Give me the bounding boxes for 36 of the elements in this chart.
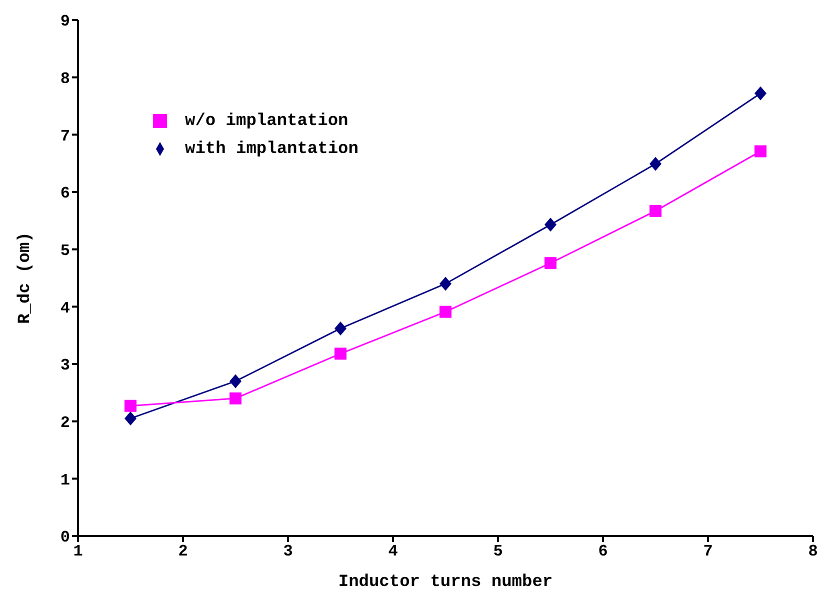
y-tick-label: 7 bbox=[60, 127, 70, 146]
point bbox=[754, 86, 766, 100]
x-tick-label: 2 bbox=[178, 542, 188, 560]
point bbox=[440, 306, 452, 318]
x-tick-label: 4 bbox=[388, 542, 398, 560]
point bbox=[440, 276, 452, 291]
point bbox=[334, 321, 346, 336]
point bbox=[544, 218, 556, 232]
x-tick-label: 5 bbox=[493, 542, 503, 560]
point bbox=[230, 374, 242, 388]
x-axis-title: Inductor turns number bbox=[338, 573, 553, 592]
point bbox=[650, 156, 662, 171]
y-tick-label: 5 bbox=[60, 242, 70, 260]
y-tick-label: 9 bbox=[60, 12, 70, 31]
y-tick-label: 6 bbox=[60, 184, 70, 203]
point bbox=[230, 392, 242, 404]
y-tick-label: 2 bbox=[60, 414, 70, 432]
x-tick-label: 8 bbox=[808, 542, 818, 560]
point bbox=[754, 145, 766, 158]
point bbox=[650, 204, 662, 217]
y-axis-title: R_dc (om) bbox=[16, 232, 36, 324]
x-tick-label: 7 bbox=[703, 542, 713, 560]
x-tick-label: 1 bbox=[73, 542, 83, 560]
point bbox=[334, 348, 346, 360]
legend-label: with implantation bbox=[185, 140, 358, 159]
x-tick-label: 3 bbox=[283, 542, 293, 560]
y-tick-label: 8 bbox=[60, 70, 70, 88]
y-tick-label: 4 bbox=[60, 299, 70, 318]
point bbox=[124, 411, 136, 426]
point bbox=[124, 400, 136, 412]
point bbox=[544, 257, 556, 270]
y-tick-label: 1 bbox=[60, 471, 70, 490]
y-tick-label: 0 bbox=[60, 528, 70, 547]
legend-label: w/o implantation bbox=[185, 112, 348, 131]
y-tick-label: 3 bbox=[60, 356, 70, 375]
x-tick-label: 6 bbox=[598, 542, 608, 560]
